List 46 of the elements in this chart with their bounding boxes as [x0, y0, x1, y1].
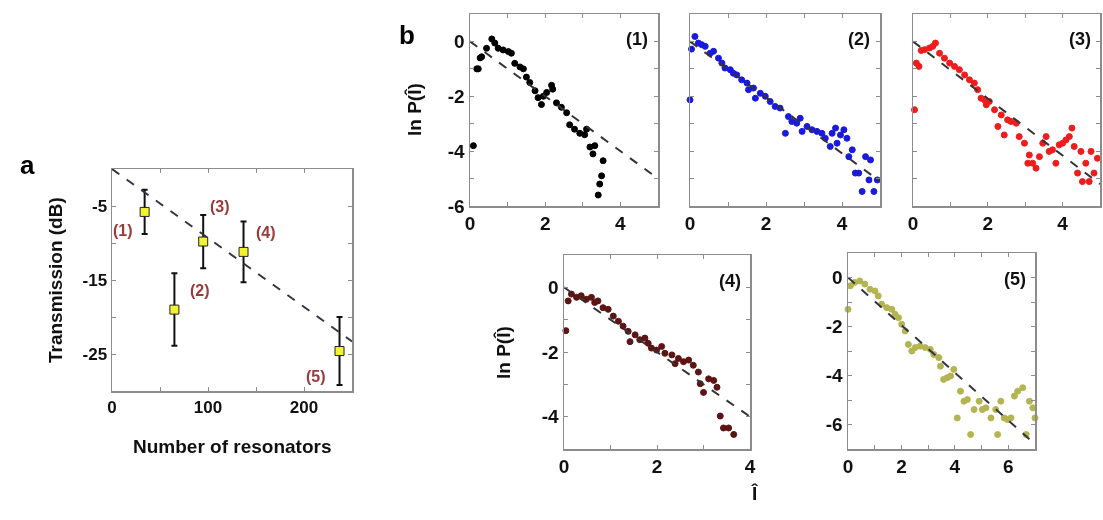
annotation: (2) — [848, 29, 870, 49]
y-tick-label: 0 — [454, 31, 465, 53]
x-tick-label: 4 — [949, 456, 961, 478]
annotation: (2) — [190, 282, 210, 299]
x-axis-title: Number of resonators — [133, 436, 332, 457]
x-tick-label: 2 — [982, 213, 994, 235]
y-tick-label: -4 — [447, 140, 466, 162]
y-tick-label: -2 — [825, 316, 843, 338]
y-tick-label: -25 — [82, 344, 108, 364]
x-tick-label: 0 — [907, 213, 919, 235]
y-tick-label: -15 — [82, 270, 108, 290]
annotation: (1) — [113, 222, 133, 239]
annotation: (1) — [626, 29, 648, 49]
y-tick-label: 0 — [548, 276, 559, 298]
x-tick-label: 200 — [289, 397, 319, 417]
x-tick-label: 100 — [193, 397, 223, 417]
annotation: (5) — [1004, 269, 1026, 289]
x-tick-label: 2 — [760, 213, 772, 235]
x-tick-label: 2 — [896, 456, 907, 478]
y-axis-title: ln P(Î) — [493, 326, 514, 379]
x-tick-label: 4 — [1057, 213, 1069, 235]
y-tick-label: -2 — [447, 85, 465, 107]
y-tick-label: -2 — [541, 341, 559, 363]
y-tick-label: -4 — [541, 406, 560, 428]
x-tick-label: 0 — [684, 213, 696, 235]
annotation: (4) — [256, 224, 276, 241]
chart-title: b — [399, 20, 415, 50]
x-tick-label: 2 — [539, 213, 551, 235]
annotation: (4) — [719, 271, 741, 291]
y-tick-label: -6 — [825, 414, 843, 436]
x-tick-label: 6 — [1003, 456, 1014, 478]
y-axis-title: ln P(Î) — [404, 83, 425, 136]
annotation: (3) — [1069, 29, 1091, 49]
chart-title: a — [20, 150, 35, 180]
y-tick-label: -4 — [825, 365, 844, 387]
annotation: (5) — [306, 368, 326, 385]
y-tick-label: -6 — [447, 195, 465, 217]
x-tick-label: 2 — [651, 456, 663, 478]
y-tick-label: -5 — [91, 196, 108, 216]
x-tick-label: 4 — [836, 213, 848, 235]
y-axis-title: Transmission (dB) — [45, 197, 66, 363]
x-tick-label: 4 — [744, 456, 756, 478]
y-tick-label: 0 — [832, 267, 843, 289]
annotation: (3) — [210, 198, 230, 215]
x-tick-label: 4 — [615, 213, 627, 235]
x-axis-title: Î — [751, 483, 759, 504]
